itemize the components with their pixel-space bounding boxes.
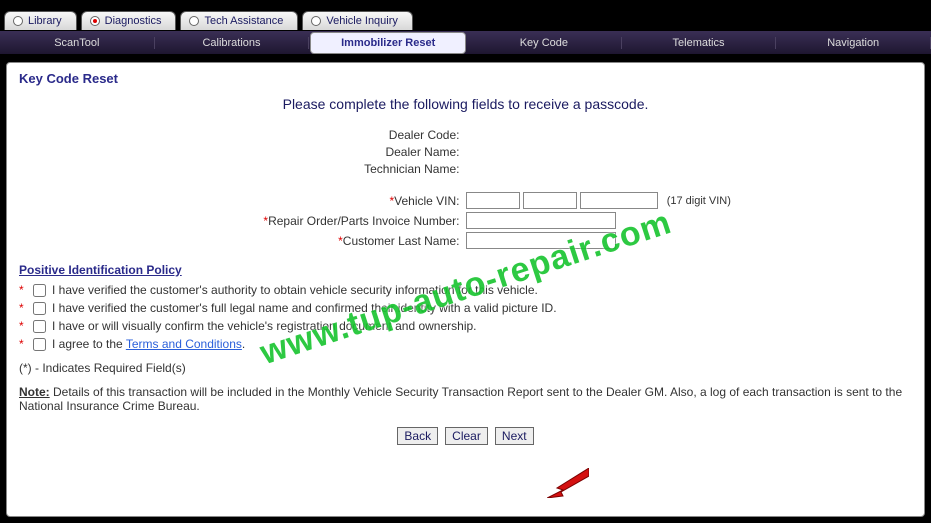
tab-label: Library [28, 15, 62, 27]
main-panel: Key Code Reset Please complete the follo… [6, 62, 925, 517]
label-repair-order: *Repair Order/Parts Invoice Number: [186, 214, 466, 228]
vin-input-3[interactable] [580, 192, 658, 209]
tab-label: Diagnostics [105, 15, 162, 27]
tab-label: Tech Assistance [204, 15, 283, 27]
back-button[interactable]: Back [397, 427, 438, 445]
policy-item-2: * I have verified the customer's full le… [19, 301, 912, 315]
repair-order-input[interactable] [466, 212, 616, 229]
required-marker: * [19, 319, 27, 333]
sub-tab-bar: ScanTool Calibrations Immobilizer Reset … [0, 30, 931, 56]
note-text: Details of this transaction will be incl… [19, 385, 902, 413]
vin-hint: (17 digit VIN) [667, 195, 731, 207]
policy-text: I agree to the Terms and Conditions. [52, 337, 245, 351]
policy-checkbox-2[interactable] [33, 302, 46, 315]
required-marker: * [19, 283, 27, 297]
vin-input-2[interactable] [523, 192, 577, 209]
radio-icon [311, 16, 321, 26]
tab-library[interactable]: Library [4, 11, 77, 30]
label-vehicle-vin: *Vehicle VIN: [186, 194, 466, 208]
radio-icon [189, 16, 199, 26]
panel-title: Key Code Reset [19, 71, 912, 86]
arrow-annotation-icon [547, 468, 589, 498]
note-block: Note: Details of this transaction will b… [19, 385, 912, 413]
policy-text: I have verified the customer's authority… [52, 283, 538, 297]
subtab-scantool[interactable]: ScanTool [0, 37, 155, 49]
tab-diagnostics[interactable]: Diagnostics [81, 11, 177, 30]
next-button[interactable]: Next [495, 427, 534, 445]
instruction-text: Please complete the following fields to … [19, 96, 912, 112]
radio-icon [13, 16, 23, 26]
label-dealer-name: Dealer Name: [186, 145, 466, 159]
top-tab-bar: Library Diagnostics Tech Assistance Vehi… [0, 0, 931, 30]
policy-checkbox-1[interactable] [33, 284, 46, 297]
button-row: Back Clear Next [19, 427, 912, 445]
clear-button[interactable]: Clear [445, 427, 488, 445]
radio-icon [90, 16, 100, 26]
subtab-navigation[interactable]: Navigation [776, 37, 931, 49]
subtab-telematics[interactable]: Telematics [622, 37, 777, 49]
tab-tech-assistance[interactable]: Tech Assistance [180, 11, 298, 30]
tab-label: Vehicle Inquiry [326, 15, 398, 27]
required-marker: * [19, 301, 27, 315]
policy-item-3: * I have or will visually confirm the ve… [19, 319, 912, 333]
policy-item-1: * I have verified the customer's authori… [19, 283, 912, 297]
policy-checkbox-4[interactable] [33, 338, 46, 351]
subtab-calibrations[interactable]: Calibrations [155, 37, 310, 49]
required-fields-note: (*) - Indicates Required Field(s) [19, 361, 912, 375]
terms-link[interactable]: Terms and Conditions [126, 337, 242, 351]
note-label: Note: [19, 385, 50, 399]
policy-item-4: * I agree to the Terms and Conditions. [19, 337, 912, 351]
vin-input-1[interactable] [466, 192, 520, 209]
label-technician-name: Technician Name: [186, 162, 466, 176]
customer-last-input[interactable] [466, 232, 616, 249]
label-customer-last: *Customer Last Name: [186, 234, 466, 248]
policy-text: I have or will visually confirm the vehi… [52, 319, 477, 333]
policy-heading: Positive Identification Policy [19, 263, 912, 277]
policy-text: I have verified the customer's full lega… [52, 301, 557, 315]
subtab-key-code[interactable]: Key Code [467, 37, 622, 49]
required-marker: * [19, 337, 27, 351]
policy-checkbox-3[interactable] [33, 320, 46, 333]
label-dealer-code: Dealer Code: [186, 128, 466, 142]
tab-vehicle-inquiry[interactable]: Vehicle Inquiry [302, 11, 413, 30]
subtab-immobilizer-reset[interactable]: Immobilizer Reset [310, 32, 466, 54]
form-block: Dealer Code: Dealer Name: Technician Nam… [186, 128, 746, 249]
